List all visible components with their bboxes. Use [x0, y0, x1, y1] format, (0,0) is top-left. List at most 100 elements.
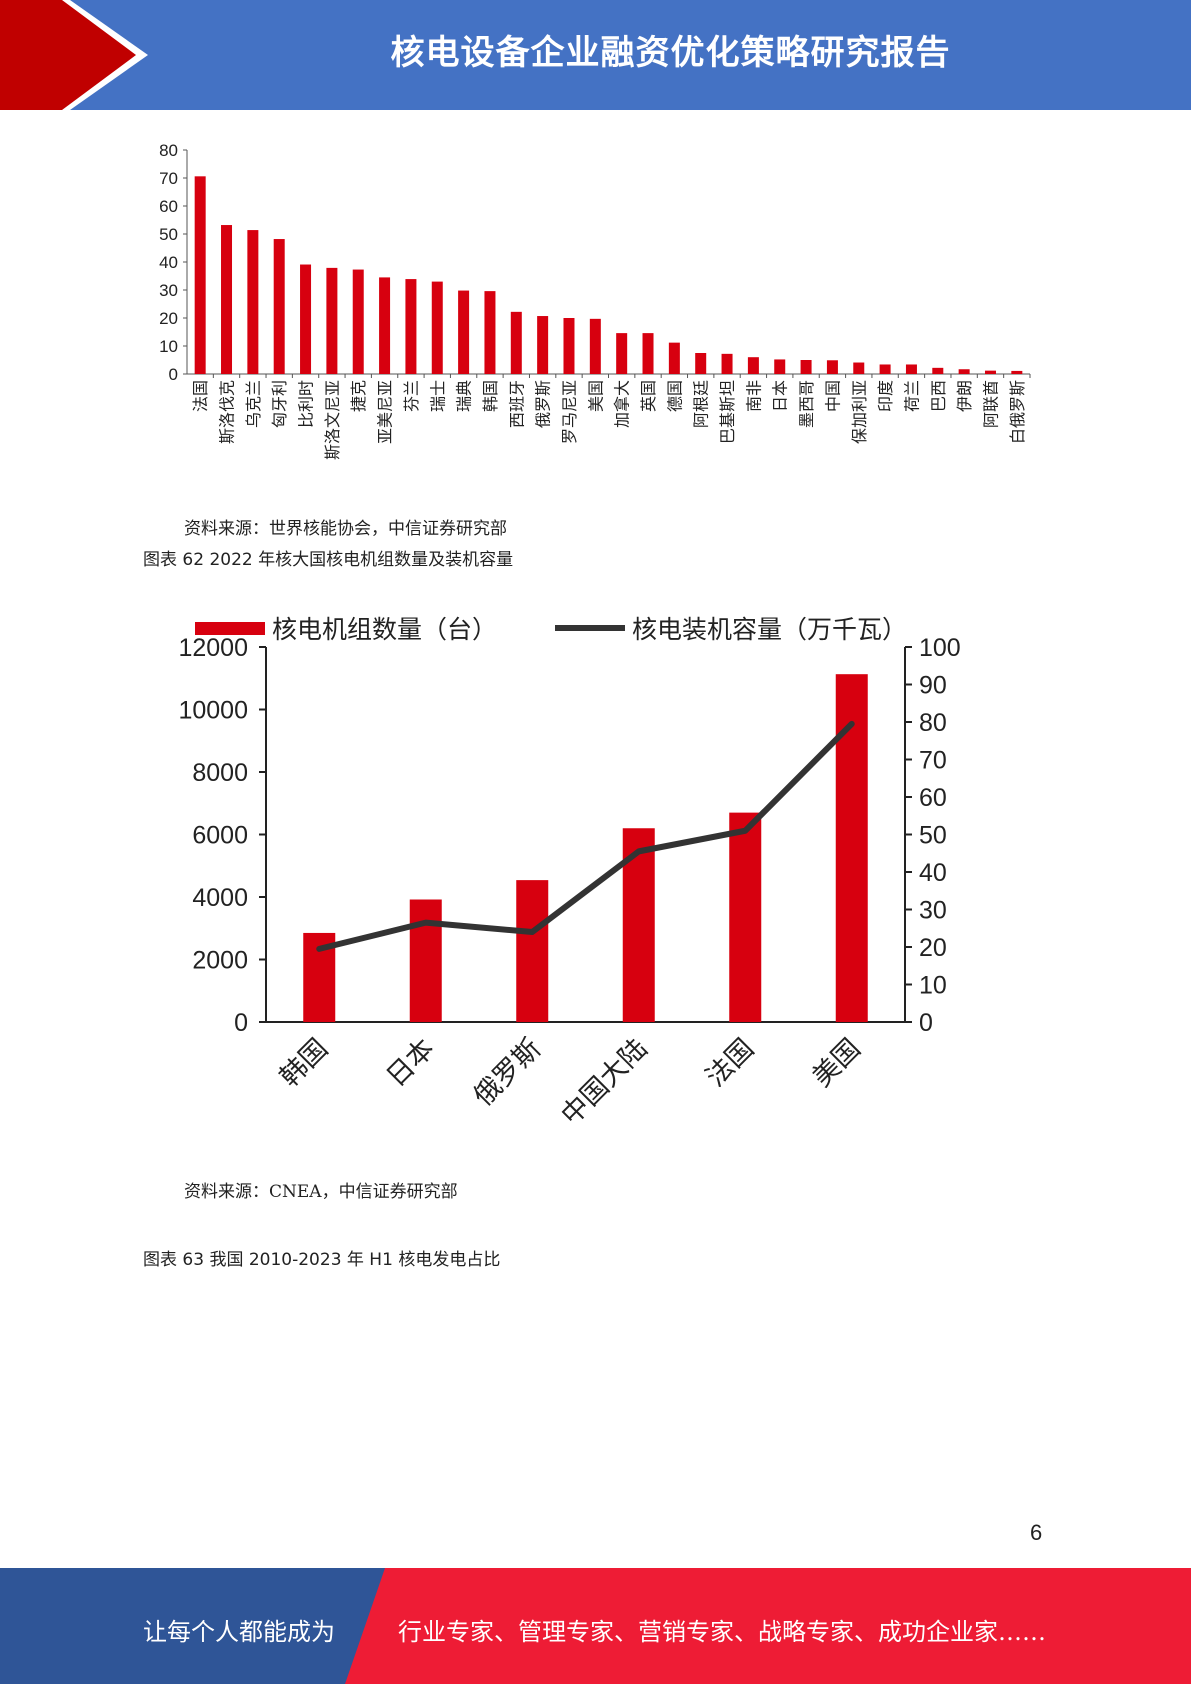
footer-banner-shape: [0, 1568, 1191, 1684]
bar: [721, 353, 733, 374]
x-category-label: 乌克兰: [244, 380, 263, 428]
right-y-tick-label: 70: [919, 747, 947, 775]
y-tick-label: 40: [159, 253, 178, 272]
x-category-label: 美国: [586, 380, 605, 412]
page-footer: [0, 1568, 1191, 1684]
bar: [984, 370, 996, 374]
x-category-label: 阿根廷: [692, 380, 711, 428]
page-number: 6: [1030, 1520, 1043, 1545]
x-category-label: 印度: [876, 380, 895, 412]
nuclear-capacity-combo-chart: 核电机组数量（台） 核电装机容量（万千瓦）02000400060008000100…: [178, 615, 961, 1131]
bar: [300, 264, 312, 374]
bar: [484, 291, 496, 374]
x-category-label: 白俄罗斯: [1008, 380, 1027, 444]
legend-bar-label: 核电机组数量（台）: [272, 615, 497, 644]
x-category-label: 德国: [665, 380, 684, 412]
left-y-tick-label: 4000: [192, 884, 248, 912]
bar: [879, 364, 891, 374]
x-category-label: 西班牙: [507, 380, 526, 428]
bar: [563, 318, 575, 374]
bar: [458, 290, 470, 374]
page-header: 核电设备企业融资优化策略研究报告: [0, 0, 1191, 110]
left-y-tick-label: 2000: [192, 947, 248, 975]
right-y-tick-label: 30: [919, 897, 947, 925]
bar: [326, 267, 338, 374]
y-tick-label: 20: [159, 309, 178, 328]
bar: [352, 269, 364, 374]
right-y-tick-label: 90: [919, 672, 947, 700]
x-category-label: 瑞典: [455, 380, 474, 412]
x-category-label: 南非: [744, 380, 763, 412]
x-category-label: 罗马尼亚: [560, 380, 579, 444]
y-tick-label: 80: [159, 141, 178, 160]
x-category-label: 日本: [771, 380, 790, 412]
bar: [695, 353, 707, 374]
chart2-caption: 图表 62 2022 年核大国核电机组数量及装机容量: [143, 550, 514, 570]
bar: [932, 367, 944, 374]
right-y-tick-label: 80: [919, 709, 947, 737]
chart3-caption: 图表 63 我国 2010-2023 年 H1 核电发电占比: [143, 1250, 501, 1270]
right-y-tick-label: 40: [919, 859, 947, 887]
y-tick-label: 60: [159, 197, 178, 216]
bar: [642, 333, 654, 374]
x-category-label: 加拿大: [613, 380, 632, 428]
x-category-label: 芬兰: [402, 380, 421, 412]
y-tick-label: 50: [159, 225, 178, 244]
left-y-tick-label: 12000: [178, 634, 248, 662]
bar: [747, 357, 759, 374]
bar: [273, 239, 285, 374]
bar: [589, 318, 601, 374]
bar: [221, 225, 233, 374]
chart1-source: 资料来源：世界核能协会，中信证券研究部: [184, 519, 507, 539]
footer-slogan-left: 让每个人都能成为: [143, 1618, 335, 1646]
bar: [510, 311, 522, 374]
x-category-label: 中国大陆: [555, 1033, 653, 1131]
x-category-label: 阿联酋: [981, 380, 1000, 428]
x-category-label: 荷兰: [902, 380, 921, 412]
bar: [405, 279, 417, 374]
x-category-label: 美国: [807, 1033, 867, 1093]
bar: [800, 360, 812, 374]
x-category-label: 韩国: [274, 1033, 334, 1093]
bar: [409, 899, 442, 1022]
x-category-label: 比利时: [297, 380, 316, 428]
nuclear-share-bar-chart: 0 10 20 30 40 50 60 70 80 法国 斯洛伐克 乌克兰 匈牙利 比利时 斯洛文尼亚 捷克亚…: [159, 141, 1031, 460]
y-tick-label: 10: [159, 337, 178, 356]
x-category-label: 捷克: [349, 380, 368, 412]
legend-bar-swatch: [195, 622, 265, 635]
bar: [247, 230, 259, 374]
bar: [905, 364, 917, 374]
x-category-label: 中国: [823, 380, 842, 412]
x-category-label: 斯洛文尼亚: [323, 380, 342, 460]
header-title: 核电设备企业融资优化策略研究报告: [390, 33, 951, 73]
bar: [774, 359, 786, 374]
bar: [537, 316, 549, 374]
y-tick-label: 70: [159, 169, 178, 188]
right-y-tick-label: 10: [919, 972, 947, 1000]
right-y-tick-label: 50: [919, 822, 947, 850]
x-category-label: 匈牙利: [270, 380, 289, 428]
bar: [729, 812, 762, 1022]
left-y-tick-label: 0: [234, 1009, 248, 1037]
legend-line-label: 核电装机容量（万千瓦）: [632, 615, 907, 644]
header-banner-shape: [0, 0, 148, 110]
x-category-label: 斯洛伐克: [218, 380, 237, 444]
left-y-tick-label: 10000: [178, 697, 248, 725]
bar: [516, 880, 549, 1022]
footer-slogan-right: 行业专家、管理专家、营销专家、战略专家、成功企业家……: [398, 1618, 1046, 1646]
x-category-label: 英国: [639, 380, 658, 412]
bar: [616, 333, 628, 374]
x-category-label: 保加利亚: [850, 380, 869, 444]
y-tick-label: 0: [169, 365, 178, 384]
bar: [431, 281, 443, 374]
right-y-tick-label: 100: [919, 634, 961, 662]
right-y-tick-label: 0: [919, 1009, 933, 1037]
bar: [853, 362, 865, 374]
x-category-label: 巴西: [929, 380, 948, 412]
left-y-tick-label: 6000: [192, 822, 248, 850]
bar: [1011, 370, 1023, 374]
x-category-label: 俄罗斯: [534, 380, 553, 428]
x-category-label: 俄罗斯: [468, 1033, 547, 1112]
x-category-label: 伊朗: [955, 380, 974, 412]
chart2-source: 资料来源：CNEA，中信证券研究部: [184, 1182, 458, 1202]
